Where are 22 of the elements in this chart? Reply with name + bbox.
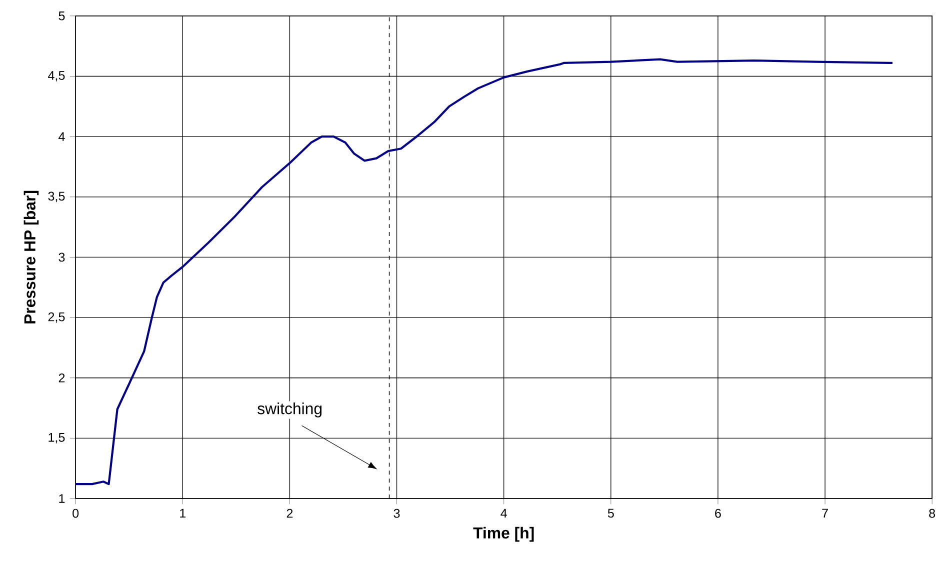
y-axis-title: Pressure HP [bar] xyxy=(24,191,39,324)
x-axis-title: Time [h] xyxy=(473,526,534,542)
x-tick-label: 6 xyxy=(715,508,721,518)
x-tick-label: 4 xyxy=(500,508,507,518)
y-tick-label: 5 xyxy=(58,12,65,20)
x-tick-label: 8 xyxy=(929,508,936,518)
y-tick-label: 4,5 xyxy=(48,71,65,82)
y-tick-label: 2 xyxy=(58,374,65,382)
y-tick-label: 4 xyxy=(58,132,65,141)
y-tick-label: 1 xyxy=(59,494,65,503)
y-tick-label: 3 xyxy=(58,252,65,262)
y-tick-label: 3,5 xyxy=(48,192,65,202)
x-tick-label: 1 xyxy=(180,508,186,518)
y-tick-label: 1,5 xyxy=(48,433,65,444)
y-tick-label: 2,5 xyxy=(48,312,65,323)
x-tick-label: 3 xyxy=(394,508,400,518)
line-series xyxy=(76,58,894,486)
x-tick-label: 7 xyxy=(822,508,828,518)
x-tick-label: 0 xyxy=(72,508,79,518)
x-tick-label: 5 xyxy=(608,508,614,518)
ref-line-label: switching xyxy=(258,402,322,418)
x-tick-label: 2 xyxy=(286,508,293,518)
